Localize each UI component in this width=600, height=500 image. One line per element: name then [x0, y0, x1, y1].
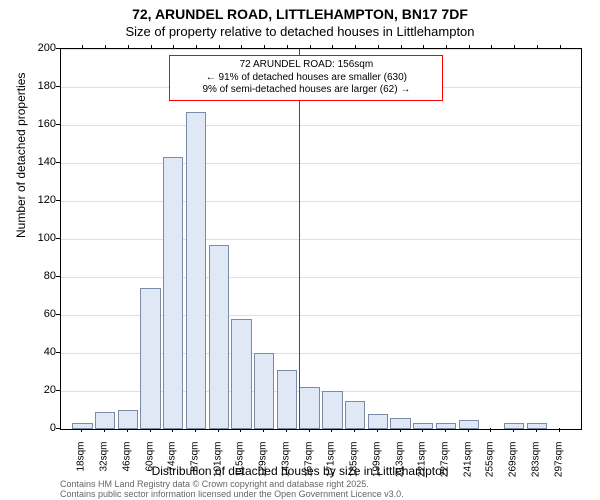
marker-line3: 9% of semi-detached houses are larger (6… [202, 84, 410, 95]
histogram-bar [95, 412, 115, 429]
y-tick-label: 120 [16, 194, 56, 206]
histogram-bar [436, 423, 456, 429]
x-tick-mark-top [514, 45, 515, 49]
x-tick-mark-top [446, 45, 447, 49]
histogram-bar [209, 245, 229, 429]
y-tick-label: 20 [16, 384, 56, 396]
y-tick-label: 40 [16, 346, 56, 358]
y-tick-label: 140 [16, 156, 56, 168]
x-tick-mark-top [469, 45, 470, 49]
x-tick-mark-top [332, 45, 333, 49]
grid-line [61, 353, 581, 354]
marker-line2: ← 91% of detached houses are smaller (63… [206, 72, 407, 83]
x-tick-mark-top [310, 45, 311, 49]
x-axis-label: Distribution of detached houses by size … [0, 464, 600, 478]
y-tick-label: 80 [16, 270, 56, 282]
footer-attribution: Contains HM Land Registry data © Crown c… [60, 480, 404, 500]
x-tick-mark-top [560, 45, 561, 49]
y-tick-label: 180 [16, 80, 56, 92]
x-tick-mark-top [128, 45, 129, 49]
grid-line [61, 315, 581, 316]
x-tick-mark-top [287, 45, 288, 49]
x-tick-mark-top [423, 45, 424, 49]
x-tick-mark-top [219, 45, 220, 49]
footer-line1: Contains HM Land Registry data © Crown c… [60, 479, 369, 489]
x-tick-mark-top [491, 45, 492, 49]
histogram-bar [345, 401, 365, 430]
plot-area: 72 ARUNDEL ROAD: 156sqm ← 91% of detached… [60, 48, 582, 430]
histogram-bar [368, 414, 388, 429]
x-tick-mark-top [241, 45, 242, 49]
grid-line [61, 391, 581, 392]
y-tick-label: 160 [16, 118, 56, 130]
x-tick-mark [559, 428, 560, 432]
histogram-bar [277, 370, 297, 429]
histogram-bar [413, 423, 433, 429]
x-tick-mark-top [378, 45, 379, 49]
histogram-bar [163, 157, 183, 429]
y-tick-label: 200 [16, 42, 56, 54]
marker-line1: 72 ARUNDEL ROAD: 156sqm [240, 59, 374, 70]
y-tick-label: 60 [16, 308, 56, 320]
reference-annotation: 72 ARUNDEL ROAD: 156sqm ← 91% of detached… [169, 55, 443, 101]
grid-line [61, 125, 581, 126]
footer-line2: Contains public sector information licen… [60, 489, 404, 499]
histogram-bar [186, 112, 206, 429]
histogram-bar [72, 423, 92, 429]
x-tick-mark-top [355, 45, 356, 49]
x-tick-mark-top [105, 45, 106, 49]
grid-line [61, 163, 581, 164]
histogram-bar [231, 319, 251, 429]
x-tick-mark-top [264, 45, 265, 49]
histogram-bar [390, 418, 410, 429]
chart-title-main: 72, ARUNDEL ROAD, LITTLEHAMPTON, BN17 7D… [0, 6, 600, 22]
x-tick-mark-top [196, 45, 197, 49]
histogram-bar [504, 423, 524, 429]
histogram-bar [118, 410, 138, 429]
grid-line [61, 239, 581, 240]
x-tick-mark-top [401, 45, 402, 49]
chart-container: 72, ARUNDEL ROAD, LITTLEHAMPTON, BN17 7D… [0, 0, 600, 500]
histogram-bar [299, 387, 319, 429]
x-tick-mark [490, 428, 491, 432]
y-tick-label: 100 [16, 232, 56, 244]
x-tick-mark-top [537, 45, 538, 49]
histogram-bar [459, 420, 479, 430]
x-tick-mark-top [151, 45, 152, 49]
histogram-bar [254, 353, 274, 429]
grid-line [61, 201, 581, 202]
histogram-bar [322, 391, 342, 429]
histogram-bar [527, 423, 547, 429]
x-tick-mark-top [173, 45, 174, 49]
grid-line [61, 49, 581, 50]
reference-line [299, 49, 300, 429]
y-tick-label: 0 [16, 422, 56, 434]
histogram-bar [140, 288, 160, 429]
x-tick-mark-top [82, 45, 83, 49]
chart-title-sub: Size of property relative to detached ho… [0, 24, 600, 39]
grid-line [61, 277, 581, 278]
